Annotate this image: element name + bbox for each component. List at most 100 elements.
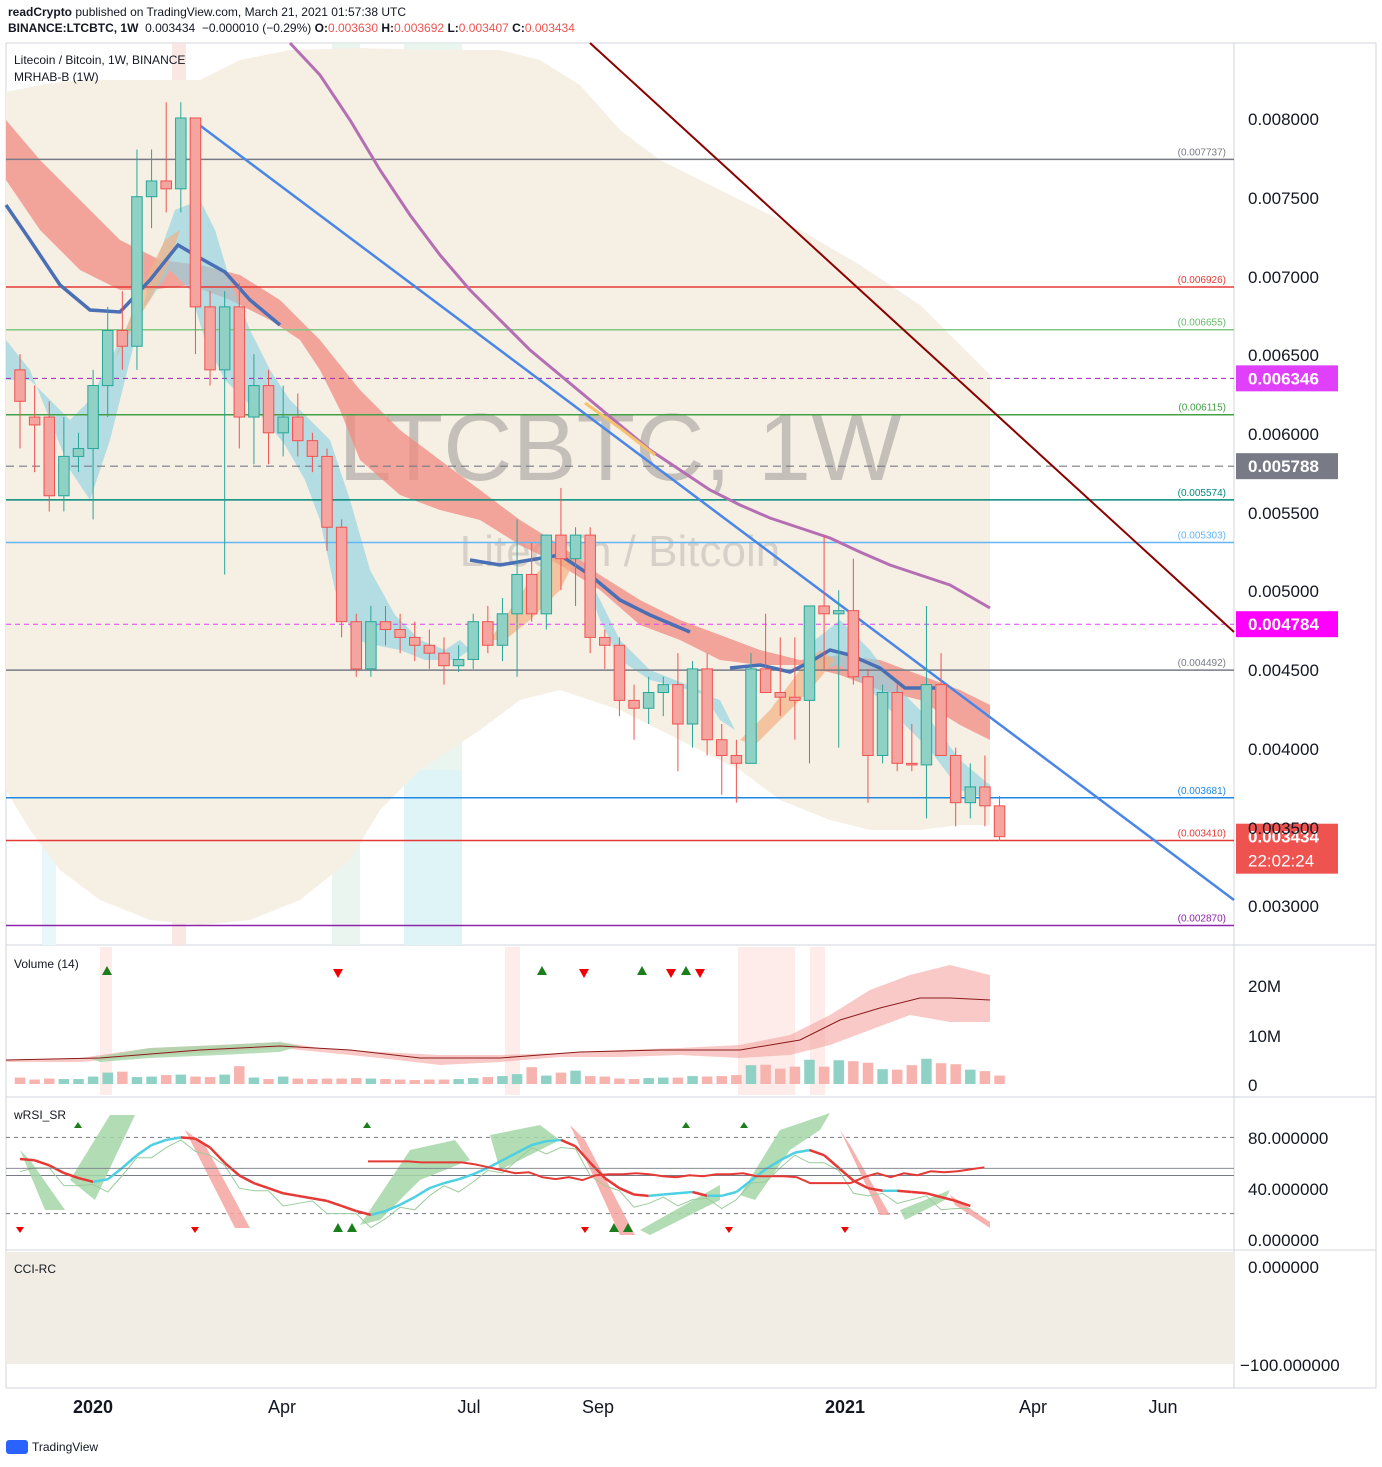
rsi-tick: 0.000000 — [1248, 1231, 1319, 1250]
footer[interactable]: TradingView — [6, 1440, 98, 1454]
candle-body — [906, 762, 918, 766]
rsi-line-segment — [823, 1154, 840, 1169]
volume-bar — [555, 1072, 567, 1084]
candle-body — [101, 329, 114, 387]
candle-body — [672, 684, 684, 725]
time-axis[interactable]: 2020 Apr Jul Sep 2021 Apr Jun — [73, 1397, 1178, 1417]
volume-bar — [935, 1063, 947, 1084]
candle-body — [116, 329, 129, 347]
rsi-line-segment — [253, 1181, 269, 1190]
main-pane-indicator: MRHAB-B (1W) — [14, 70, 99, 84]
volume-highlight — [810, 947, 825, 1095]
volume-up-marker — [637, 966, 647, 975]
price-tick: 0.004000 — [1248, 740, 1319, 759]
rsi-line-segment — [341, 1204, 357, 1213]
rsi-line-segment — [399, 1195, 416, 1206]
price-axis[interactable]: 0.008000 0.007500 0.007000 0.006500 0.00… — [1248, 110, 1319, 916]
rsi-line-segment — [721, 1190, 737, 1198]
price-tick: 0.008000 — [1248, 110, 1319, 129]
candle-body — [555, 534, 567, 560]
volume-axis[interactable]: 20M 10M 0 — [1248, 977, 1281, 1095]
blue-moving-average — [4, 204, 282, 327]
rsi-line-segment — [165, 1136, 182, 1142]
volume-bar — [862, 1062, 874, 1084]
level-label: (0.004492) — [1178, 658, 1226, 669]
candle-body — [160, 180, 172, 190]
price-badge-text: 0.006346 — [1248, 369, 1319, 388]
volume-bar — [219, 1074, 230, 1084]
volume-bar — [263, 1079, 274, 1084]
candle-body — [818, 605, 830, 615]
symbol-label: BINANCE:LTCBTC, 1W — [8, 21, 139, 35]
rsi-line-segment — [663, 1192, 679, 1196]
rsi-line-segment — [926, 1192, 942, 1199]
rsi-line-segment — [516, 1143, 533, 1154]
rsi-ribbon — [950, 1195, 990, 1228]
level-label: (0.003410) — [1178, 828, 1226, 839]
highlight-column — [404, 770, 462, 945]
volume-bar — [43, 1078, 55, 1084]
rsi-line-segment — [136, 1143, 153, 1157]
volume-bar — [336, 1078, 347, 1084]
author-name[interactable]: readCrypto — [8, 5, 73, 19]
rsi-line-segment — [852, 1179, 869, 1190]
high-label: H: — [381, 21, 395, 35]
cci-tick: −100.000000 — [1240, 1356, 1340, 1375]
rsi-buy-marker — [682, 1122, 690, 1128]
candle-body — [569, 534, 582, 560]
sub-pane-background-layer — [6, 947, 1234, 1364]
rsi-axis[interactable]: 80.000000 40.000000 0.000000 — [1248, 1129, 1328, 1250]
candle-body — [28, 416, 41, 426]
volume-bar — [438, 1079, 450, 1084]
volume-bar — [614, 1078, 625, 1084]
volume-bar — [994, 1075, 1005, 1084]
open-label: O: — [314, 21, 328, 35]
volume-bar — [731, 1075, 742, 1084]
rsi-ribbon — [70, 1115, 135, 1200]
volume-bar — [672, 1077, 684, 1084]
time-tick: Apr — [1019, 1397, 1047, 1417]
price-tick: 0.003500 — [1248, 819, 1319, 838]
candle-body — [87, 385, 99, 450]
candle-body — [233, 306, 246, 418]
volume-bar — [87, 1076, 99, 1084]
rsi-signal-line — [19, 1139, 971, 1229]
rsi-line-segment — [955, 1199, 971, 1208]
volume-bar — [102, 1072, 113, 1084]
rsi-line-segment — [180, 1136, 196, 1140]
candle-body — [716, 739, 728, 756]
footer-brand: TradingView — [32, 1440, 99, 1454]
candle-body — [686, 668, 699, 725]
volume-bar — [307, 1079, 318, 1084]
volume-bar — [467, 1078, 479, 1084]
candle-body — [935, 684, 947, 756]
volume-bar — [921, 1058, 932, 1084]
price-envelope — [6, 48, 990, 925]
rsi-line-segment — [238, 1174, 255, 1185]
low-label: L: — [447, 21, 459, 35]
candle-body — [993, 805, 1006, 838]
candle-body — [613, 644, 626, 701]
volume-bar — [965, 1069, 976, 1084]
price-tick: 0.007000 — [1248, 268, 1319, 287]
volume-bar — [848, 1061, 859, 1084]
price-tick: 0.006500 — [1248, 346, 1319, 365]
candle-body — [131, 196, 143, 347]
level-labels: (0.007737) (0.006926) (0.006655) (0.006115)… — [1178, 147, 1226, 924]
rsi-line-segment — [648, 1193, 664, 1198]
rsi-line-segment — [268, 1187, 284, 1195]
level-label: (0.006655) — [1178, 318, 1226, 329]
cyan-band — [580, 560, 735, 730]
cci-series — [6, 1160, 1234, 1185]
cci-axis[interactable]: 0.000000 −100.000000 — [1240, 1258, 1340, 1375]
wrsi-series — [6, 1113, 1234, 1235]
rsi-line-segment — [19, 1157, 35, 1162]
candle-body — [920, 684, 933, 766]
rsi-line-segment — [297, 1194, 313, 1200]
highlight-column — [42, 840, 56, 945]
price-tick: 0.003000 — [1248, 897, 1319, 916]
volume-cloud — [6, 965, 990, 1065]
volume-bar — [658, 1077, 669, 1084]
rsi-line-segment — [312, 1197, 328, 1203]
